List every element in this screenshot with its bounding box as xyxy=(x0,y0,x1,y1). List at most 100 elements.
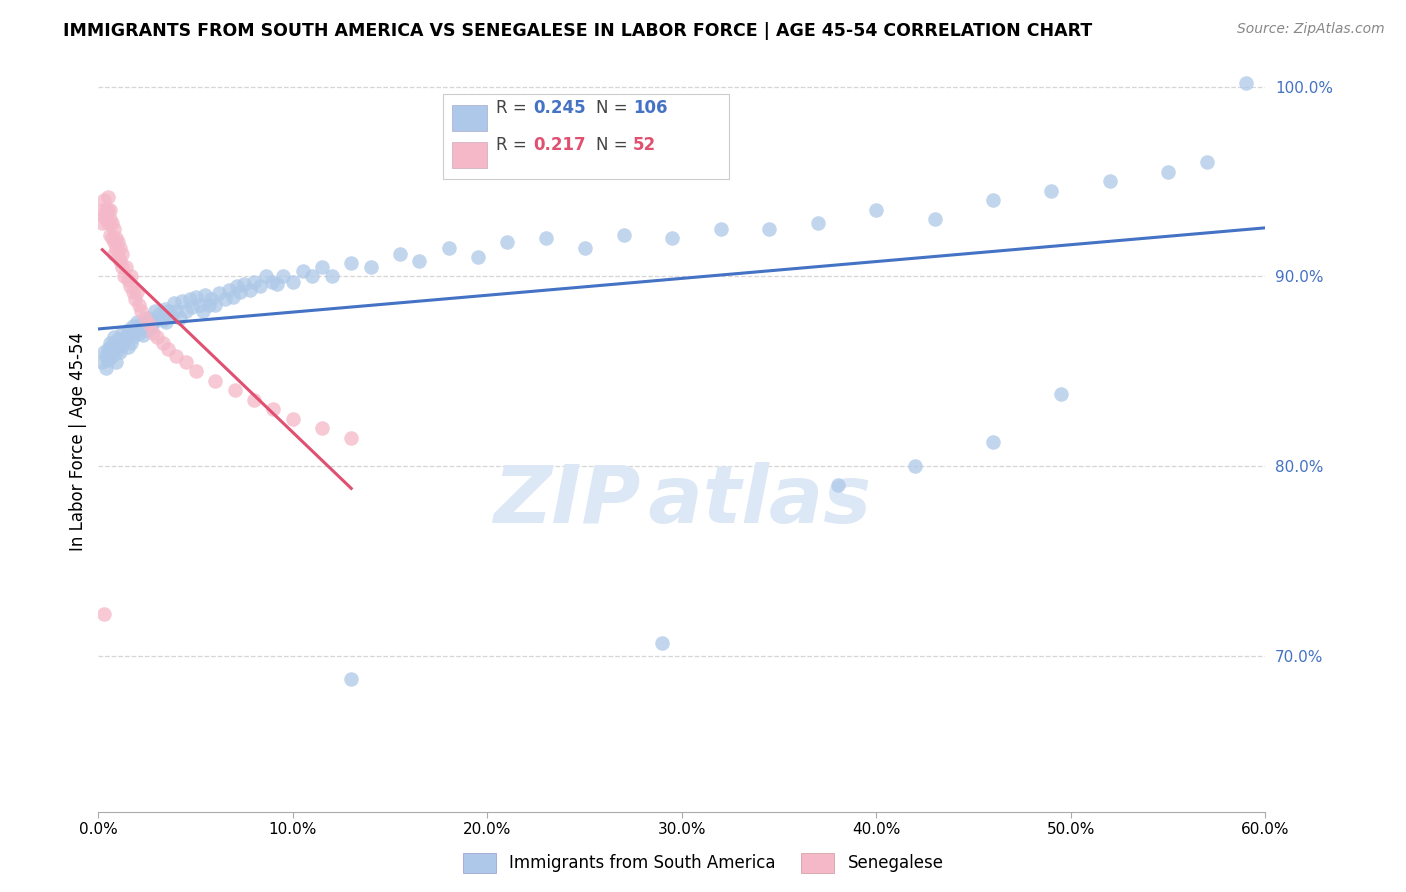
Point xyxy=(239,283,262,297)
Point xyxy=(107,343,129,358)
Point xyxy=(108,254,131,268)
Point xyxy=(170,294,193,309)
Point xyxy=(128,326,150,341)
Point xyxy=(260,275,283,289)
Point xyxy=(93,194,115,208)
Point xyxy=(651,636,673,650)
Point xyxy=(180,300,202,314)
Point xyxy=(97,352,120,367)
Text: R =: R = xyxy=(496,136,533,154)
Point xyxy=(204,298,226,312)
Point xyxy=(243,275,266,289)
Point xyxy=(467,251,489,265)
Text: ZIP atlas: ZIP atlas xyxy=(494,462,870,540)
Point xyxy=(281,275,304,289)
Point xyxy=(266,277,288,291)
Point xyxy=(981,194,1004,208)
Point xyxy=(98,212,121,227)
Point xyxy=(1050,387,1073,401)
Point xyxy=(827,478,849,492)
Point xyxy=(98,345,121,359)
Point xyxy=(132,328,155,343)
Point xyxy=(117,322,139,336)
Point xyxy=(981,434,1004,449)
Point xyxy=(179,292,201,306)
Point xyxy=(138,311,160,326)
Point xyxy=(758,222,780,236)
Point xyxy=(162,310,184,324)
Point xyxy=(249,278,271,293)
Point xyxy=(93,607,115,622)
Text: IMMIGRANTS FROM SOUTH AMERICA VS SENEGALESE IN LABOR FORCE | AGE 45-54 CORRELATI: IMMIGRANTS FROM SOUTH AMERICA VS SENEGAL… xyxy=(63,22,1092,40)
Point xyxy=(188,298,211,312)
Point xyxy=(157,342,180,356)
Point xyxy=(340,256,363,270)
Point xyxy=(204,374,226,388)
Point xyxy=(91,216,114,230)
Point xyxy=(134,317,156,331)
Point xyxy=(208,286,231,301)
Point xyxy=(1195,155,1218,169)
Point xyxy=(1040,184,1063,198)
Point xyxy=(97,342,120,356)
Point xyxy=(174,303,197,318)
Point xyxy=(98,335,121,350)
Point xyxy=(104,340,127,354)
Text: N =: N = xyxy=(596,99,633,118)
Point xyxy=(103,330,125,344)
Point xyxy=(107,251,129,265)
Text: 0.217: 0.217 xyxy=(534,136,586,154)
Point xyxy=(138,317,160,331)
Point xyxy=(340,431,363,445)
Text: 0.245: 0.245 xyxy=(534,99,586,118)
Point xyxy=(157,303,180,318)
Point xyxy=(127,315,149,329)
Point xyxy=(152,313,174,327)
Point xyxy=(311,260,333,274)
Point xyxy=(218,283,240,297)
Point xyxy=(233,277,256,291)
Point xyxy=(122,330,145,344)
Point xyxy=(108,345,131,359)
Text: 106: 106 xyxy=(633,99,668,118)
Point xyxy=(121,269,143,284)
Point xyxy=(101,231,124,245)
Point xyxy=(93,345,115,359)
Point xyxy=(111,337,134,351)
Point xyxy=(225,278,247,293)
Point xyxy=(163,296,186,310)
Point xyxy=(91,202,114,217)
Point xyxy=(262,402,284,417)
Point xyxy=(165,303,187,318)
Point xyxy=(229,285,252,299)
Point xyxy=(221,290,243,304)
Point xyxy=(148,307,170,321)
Point xyxy=(112,269,135,284)
Point xyxy=(136,322,159,336)
Point xyxy=(710,222,733,236)
Point xyxy=(142,326,165,341)
Point xyxy=(146,313,169,327)
Point xyxy=(121,335,143,350)
Point xyxy=(117,273,139,287)
Point xyxy=(865,202,887,217)
Point xyxy=(128,298,150,312)
Point xyxy=(103,222,125,236)
Point xyxy=(340,672,363,686)
Point xyxy=(281,411,304,425)
Point xyxy=(96,360,118,375)
Point xyxy=(388,246,411,260)
Point xyxy=(408,254,430,268)
Point xyxy=(122,318,145,333)
Point xyxy=(153,301,176,316)
Point xyxy=(169,311,191,326)
Point xyxy=(98,227,121,242)
Point xyxy=(124,322,146,336)
Point xyxy=(214,292,236,306)
Point xyxy=(118,328,141,343)
Text: 52: 52 xyxy=(633,136,657,154)
Point xyxy=(152,335,174,350)
Point xyxy=(184,364,207,378)
Point xyxy=(496,235,519,250)
Point xyxy=(104,231,127,245)
